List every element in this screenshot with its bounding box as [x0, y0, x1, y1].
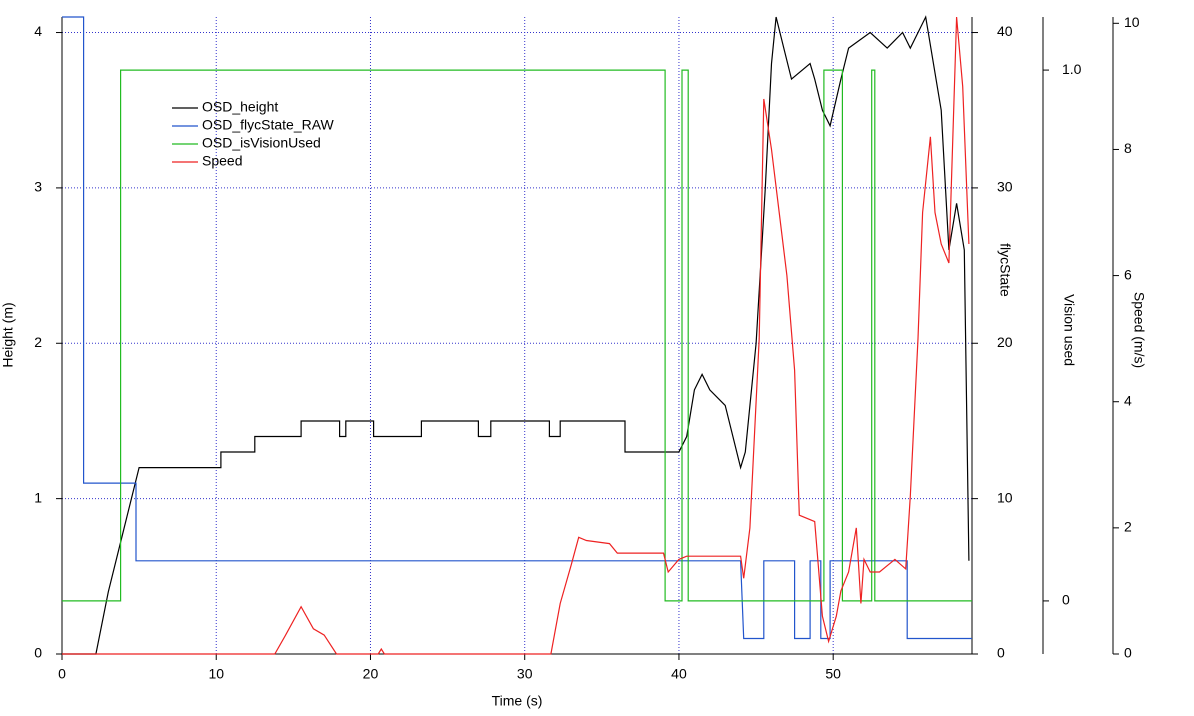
y2-tick-label: 30 — [997, 179, 1013, 195]
x-tick-label: 10 — [208, 666, 224, 682]
y4-tick-label: 4 — [1124, 392, 1132, 408]
series-line — [62, 16, 972, 640]
series-line — [62, 15, 970, 655]
series-line — [62, 16, 970, 655]
y4-axis-label: Speed (m/s) — [1131, 292, 1147, 368]
legend-label: OSD_flycState_RAW — [202, 117, 335, 133]
y3-tick-label: 1.0 — [1062, 61, 1082, 77]
x-tick-label: 50 — [825, 666, 841, 682]
x-tick-label: 0 — [58, 666, 66, 682]
y-tick-label: 2 — [34, 334, 42, 350]
y-tick-label: 0 — [34, 645, 42, 661]
y4-tick-label: 8 — [1124, 140, 1132, 156]
y2-tick-label: 0 — [997, 645, 1005, 661]
y-axis-label: Height (m) — [0, 302, 16, 367]
y3-axis-label: Vision used — [1061, 294, 1077, 366]
y2-tick-label: 10 — [997, 489, 1013, 505]
x-axis-label: Time (s) — [492, 693, 543, 709]
x-tick-label: 30 — [517, 666, 533, 682]
y4-tick-label: 6 — [1124, 266, 1132, 282]
y2-tick-label: 40 — [997, 23, 1013, 39]
y2-axis-label: flycState — [997, 243, 1013, 297]
y4-tick-label: 10 — [1124, 14, 1140, 30]
y3-tick-label: 0 — [1062, 592, 1070, 608]
y2-tick-label: 20 — [997, 334, 1013, 350]
series-line — [62, 69, 972, 602]
y-tick-label: 3 — [34, 179, 42, 195]
y4-tick-label: 0 — [1124, 645, 1132, 661]
x-tick-label: 20 — [363, 666, 379, 682]
legend-label: OSD_isVisionUsed — [202, 135, 321, 151]
y-tick-label: 1 — [34, 489, 42, 505]
y-tick-label: 4 — [34, 23, 42, 39]
y4-tick-label: 2 — [1124, 519, 1132, 535]
x-tick-label: 40 — [671, 666, 687, 682]
legend-label: OSD_height — [202, 99, 278, 115]
legend-label: Speed — [202, 153, 242, 169]
